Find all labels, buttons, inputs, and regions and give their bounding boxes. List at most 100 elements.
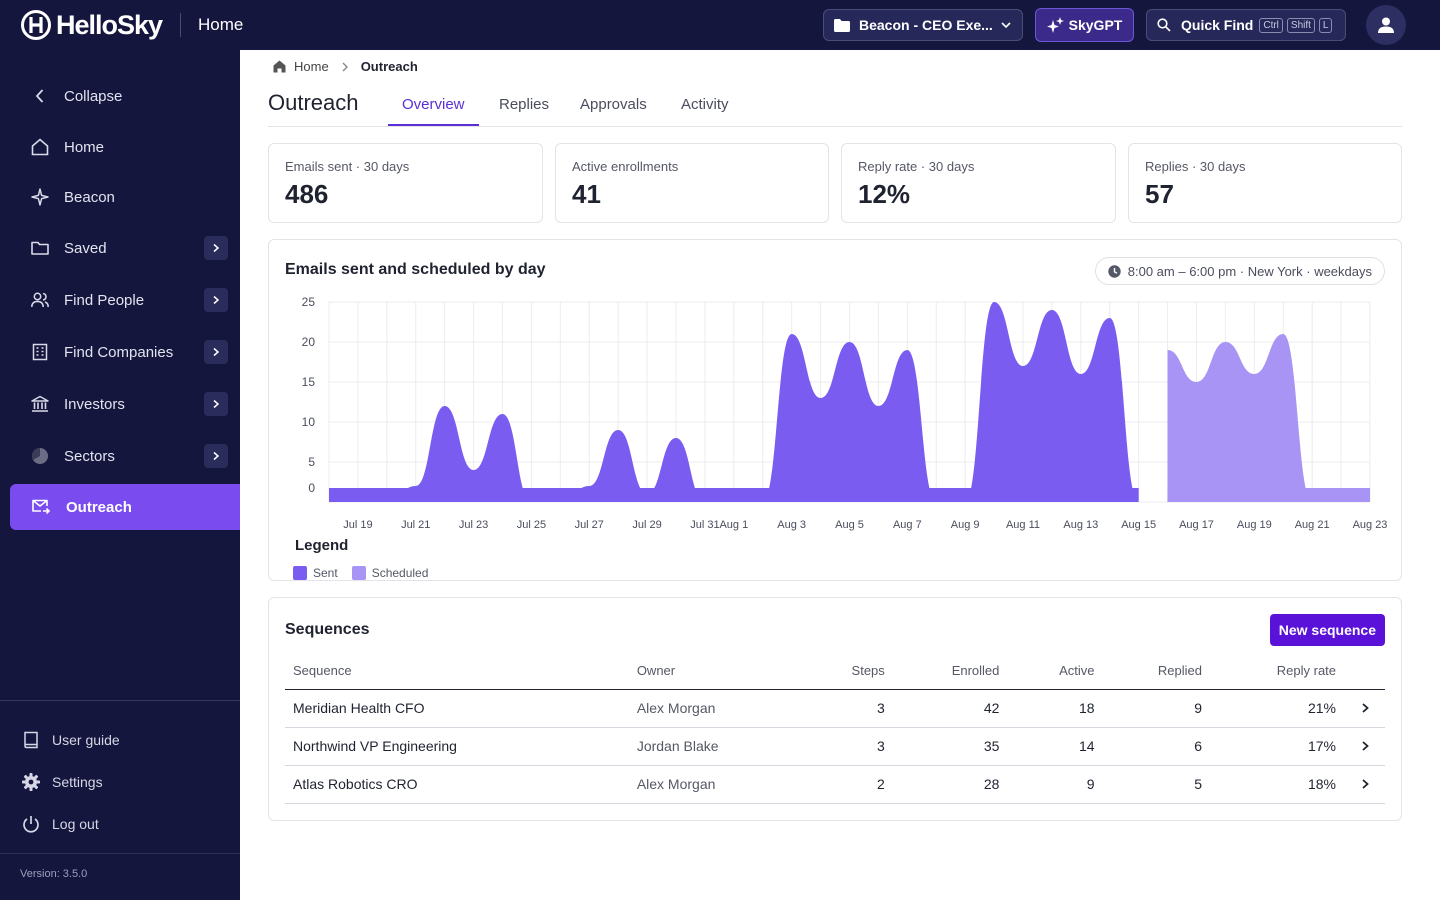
sidebar-item-saved[interactable]: Saved: [0, 225, 240, 271]
sidebar-settings[interactable]: Settings: [0, 766, 240, 798]
expand-find-companies-button[interactable]: [204, 340, 228, 364]
chevron-right-icon: [213, 451, 220, 461]
user-avatar[interactable]: [1366, 5, 1406, 45]
x-tick-label: Jul 21: [401, 519, 430, 531]
sidebar-footer-label: User guide: [52, 732, 120, 748]
sequences-table: Sequence Owner Steps Enrolled Active Rep…: [285, 653, 1385, 804]
tab-activity[interactable]: Activity: [681, 96, 729, 113]
building-icon: [32, 343, 48, 361]
sidebar-item-sectors[interactable]: Sectors: [0, 433, 240, 479]
expand-find-people-button[interactable]: [204, 288, 228, 312]
table-header-row: Sequence Owner Steps Enrolled Active Rep…: [285, 653, 1385, 690]
col-enrolled[interactable]: Enrolled: [892, 653, 1008, 690]
col-reply-rate[interactable]: Reply rate: [1209, 653, 1345, 690]
sequence-active: 18: [1007, 689, 1103, 728]
x-tick-label: Aug 3: [777, 519, 806, 531]
legend-item-scheduled[interactable]: Scheduled: [351, 566, 429, 580]
tab-approvals[interactable]: Approvals: [580, 96, 647, 113]
expand-saved-button[interactable]: [204, 236, 228, 260]
expand-sectors-button[interactable]: [204, 444, 228, 468]
sequence-owner: Jordan Blake: [628, 727, 803, 766]
brand-logo[interactable]: HelloSky: [20, 9, 163, 41]
pie-icon: [31, 447, 48, 464]
chart-title: Emails sent and scheduled by day: [285, 261, 546, 278]
kbd-shift: Shift: [1286, 17, 1315, 33]
sending-hours-pill[interactable]: 8:00 am – 6:00 pm · New York · weekdays: [1094, 257, 1385, 285]
skygpt-button[interactable]: SkyGPT: [1035, 8, 1134, 42]
tab-replies[interactable]: Replies: [499, 96, 550, 113]
x-tick-label: Jul 23: [459, 519, 488, 531]
folder-icon: [834, 18, 850, 32]
tab-overview[interactable]: Overview: [388, 96, 479, 126]
brand-divider: [180, 13, 181, 37]
workspace-select-value: Beacon - CEO Exe...: [859, 17, 993, 33]
legend-label-sent: Sent: [313, 566, 338, 580]
col-steps[interactable]: Steps: [802, 653, 893, 690]
x-tick-label: Aug 9: [951, 519, 980, 531]
kpi-card: Emails sent · 30 days 486: [268, 143, 543, 223]
sequence-name[interactable]: Atlas Robotics CRO: [285, 765, 629, 804]
y-tick-label: 20: [302, 335, 316, 349]
x-tick-label: Aug 19: [1237, 519, 1272, 531]
workspace-select[interactable]: Beacon - CEO Exe...: [823, 9, 1023, 41]
logo-mark-icon: [21, 10, 51, 40]
sidebar-item-investors[interactable]: Investors: [0, 381, 240, 427]
col-sequence[interactable]: Sequence: [285, 653, 629, 690]
home-icon: [31, 138, 49, 156]
legend-label-scheduled: Scheduled: [371, 566, 429, 580]
chevron-down-icon: [1001, 22, 1011, 29]
sidebar-log-out[interactable]: Log out: [0, 808, 240, 840]
open-sequence-button[interactable]: [1344, 689, 1385, 728]
sequence-name[interactable]: Northwind VP Engineering: [285, 727, 629, 766]
sidebar-item-label: Home: [64, 138, 105, 156]
top-bar: HelloSky Home Beacon - CEO Exe... SkyGPT…: [0, 0, 1440, 50]
sparkle-icon: [31, 188, 49, 206]
x-tick-label: Aug 11: [1006, 519, 1040, 531]
col-replied[interactable]: Replied: [1102, 653, 1210, 690]
col-owner[interactable]: Owner: [628, 653, 803, 690]
open-sequence-button[interactable]: [1344, 765, 1385, 804]
sequences-title: Sequences: [285, 621, 370, 638]
legend-item-sent[interactable]: Sent: [293, 566, 338, 580]
breadcrumb-home[interactable]: Home: [294, 59, 329, 74]
expand-investors-button[interactable]: [204, 392, 228, 416]
kbd-ctrl: Ctrl: [1259, 17, 1283, 33]
sidebar-item-find-people[interactable]: Find People: [0, 277, 240, 323]
y-tick-label: 0: [308, 481, 315, 495]
legend-title: Legend: [295, 537, 349, 554]
col-active[interactable]: Active: [1007, 653, 1103, 690]
kpi-label: Replies · 30 days: [1145, 159, 1246, 174]
table-row[interactable]: Atlas Robotics CRO Alex Morgan 2 28 9 5 …: [285, 765, 1385, 804]
x-tick-label: Jul 19: [343, 519, 372, 531]
y-tick-label: 5: [308, 455, 315, 469]
sidebar-item-home[interactable]: Home: [0, 124, 240, 170]
tab-bar: Overview Replies Approvals Activity: [268, 86, 1402, 127]
table-row[interactable]: Northwind VP Engineering Jordan Blake 3 …: [285, 727, 1385, 766]
sidebar-item-label: Beacon: [64, 188, 115, 206]
open-sequence-button[interactable]: [1344, 727, 1385, 766]
power-icon: [23, 816, 39, 833]
sequence-owner: Alex Morgan: [628, 765, 803, 804]
sequence-name[interactable]: Meridian Health CFO: [285, 689, 629, 728]
sidebar-item-beacon[interactable]: Beacon: [0, 174, 240, 220]
sparkles-icon: [1046, 17, 1064, 33]
chevron-right-icon: [213, 295, 220, 305]
sidebar-collapse[interactable]: Collapse: [0, 73, 240, 119]
x-tick-label: Aug 15: [1121, 519, 1156, 531]
table-row[interactable]: Meridian Health CFO Alex Morgan 3 42 18 …: [285, 689, 1385, 728]
sequence-reply-rate: 21%: [1209, 689, 1345, 728]
sidebar-item-outreach[interactable]: Outreach: [10, 484, 240, 530]
clock-icon: [1108, 264, 1121, 278]
kpi-label: Emails sent · 30 days: [285, 159, 410, 174]
kpi-value: 57: [1145, 179, 1174, 209]
new-sequence-button[interactable]: New sequence: [1269, 614, 1385, 646]
x-tick-label: Aug 1: [719, 519, 748, 531]
sidebar-item-find-companies[interactable]: Find Companies: [0, 329, 240, 375]
chart-card: 0 5 10 15 20 25 Jul 19 Jul 21 Jul 23 Jul 25 Jul 27…: [268, 239, 1402, 581]
sidebar-user-guide[interactable]: User guide: [0, 724, 240, 756]
y-tick-label: 15: [302, 375, 316, 389]
quick-find-button[interactable]: Quick Find Ctrl Shift L: [1146, 9, 1346, 41]
folder-icon: [31, 241, 49, 255]
chevron-right-icon: [1361, 703, 1369, 713]
chevron-right-icon: [342, 62, 348, 71]
